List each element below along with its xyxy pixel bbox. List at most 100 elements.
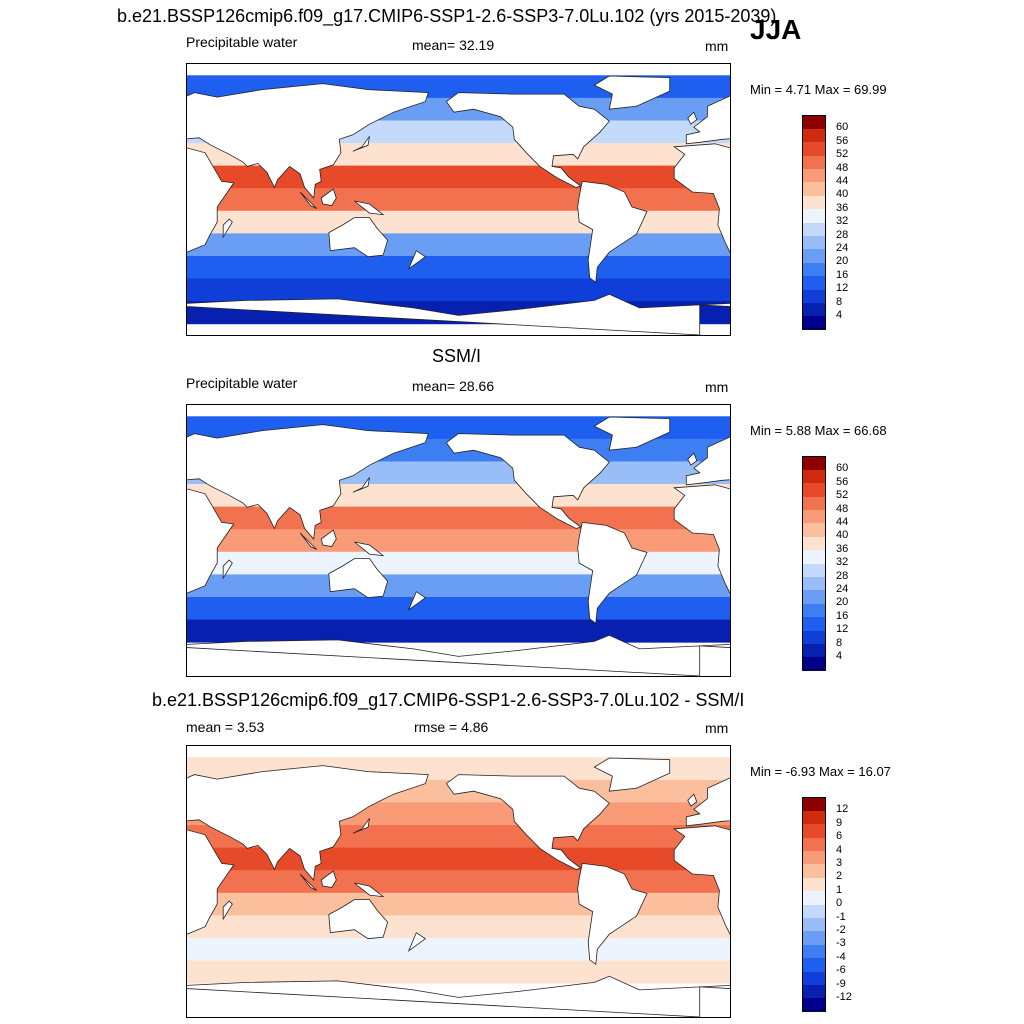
season-label: JJA — [750, 14, 802, 45]
lat-band — [187, 278, 730, 302]
panel1-colorbar: 4 8 12 16 20 24 28 32 36 40 44 48 52 56 60 — [802, 115, 862, 330]
colorbar-tick-label: -1 — [836, 910, 846, 923]
colorbar-tick-label: 16 — [836, 609, 849, 622]
land-outline — [352, 477, 370, 493]
land-outline — [593, 75, 671, 110]
colorbar-swatch — [802, 931, 826, 945]
land-outline — [673, 825, 730, 935]
panel1-left-label: Precipitable water — [186, 34, 298, 50]
lat-band — [187, 596, 730, 621]
colorbar-swatch — [802, 877, 826, 892]
colorbar-tick-label: 12 — [836, 623, 849, 636]
colorbar-tick-label: 40 — [836, 188, 849, 201]
colorbar-swatch — [802, 590, 826, 604]
lat-band — [187, 619, 730, 643]
colorbar-tick-label: 12 — [836, 282, 849, 295]
colorbar-tick-label: 36 — [836, 201, 849, 214]
land-outline — [445, 774, 610, 870]
colorbar-frame — [802, 456, 826, 671]
panel2-units: mm — [705, 379, 729, 395]
lat-band — [187, 210, 730, 234]
land-outline — [354, 200, 385, 216]
land-outline — [699, 643, 730, 648]
colorbar-swatch — [802, 141, 826, 156]
panel3-minmax: Min = -6.93 Max = 16.07 — [750, 764, 891, 779]
colorbar-tick-label: 8 — [836, 636, 843, 649]
colorbar-swatch — [802, 850, 826, 865]
colorbar-swatch — [802, 155, 826, 170]
land-outline — [687, 452, 698, 466]
colorbar-swatch — [802, 168, 826, 183]
land-outline — [354, 882, 385, 898]
land-outline — [222, 900, 233, 921]
panel2-colorbar: 4 8 12 16 20 24 28 32 36 40 44 48 52 56 60 — [802, 456, 862, 671]
colorbar-swatch — [802, 456, 826, 470]
colorbar-tick-label: 56 — [836, 475, 849, 488]
land-outline — [407, 250, 426, 270]
colorbar-tick-label: 48 — [836, 161, 849, 174]
panel3-colorbar: -12 -9 -6 -4 -3 -2 -1 0 1 2 3 4 6 9 12 — [802, 797, 862, 1012]
colorbar-tick-label: 48 — [836, 502, 849, 515]
colorbar-tick-label: -9 — [836, 977, 846, 990]
colorbar-swatch — [802, 837, 826, 852]
land-outline — [445, 433, 610, 529]
panel2-map — [186, 404, 731, 677]
colorbar-swatch — [802, 115, 826, 129]
land-outline — [407, 591, 426, 611]
colorbar-tick-label: 44 — [836, 175, 849, 187]
land-outline — [685, 436, 730, 486]
lat-band — [187, 892, 730, 916]
map-canvas — [187, 75, 730, 335]
land-outline — [577, 180, 648, 284]
colorbar-swatch — [802, 316, 826, 330]
panel3-mean-label: mean = 3.53 — [186, 719, 265, 735]
colorbar-tick-label: -4 — [836, 950, 846, 963]
panel2-left-label: Precipitable water — [186, 375, 298, 391]
land-outline — [187, 975, 701, 1017]
colorbar-swatch — [802, 944, 826, 959]
land-outline — [187, 147, 235, 253]
land-outline — [222, 559, 233, 580]
colorbar-tick-label: 60 — [836, 462, 849, 475]
colorbar-tick-label: 1 — [836, 883, 843, 896]
colorbar-swatch — [802, 971, 826, 986]
panel1-map — [186, 63, 731, 336]
panel1-mean-label: mean= 32.19 — [412, 37, 495, 53]
land-outline — [673, 484, 730, 594]
panel3-map — [186, 745, 731, 1018]
lat-band — [187, 188, 730, 212]
colorbar-tick-label: 4 — [836, 843, 843, 856]
panel1-minmax: Min = 4.71 Max = 69.99 — [750, 82, 887, 97]
colorbar-swatch — [802, 549, 826, 564]
colorbar-swatch — [802, 657, 826, 671]
colorbar-swatch — [802, 890, 826, 905]
land-outline — [685, 777, 730, 827]
colorbar-tick-label: 6 — [836, 830, 843, 843]
colorbar-swatch — [802, 563, 826, 578]
colorbar-tick-label: 2 — [836, 870, 843, 883]
map-canvas — [187, 757, 730, 1017]
colorbar-tick-label: 9 — [836, 816, 843, 829]
lat-band — [187, 870, 730, 894]
colorbar-tick-label: 12 — [836, 803, 849, 816]
colorbar-tick-label: 24 — [836, 242, 849, 254]
colorbar-swatch — [802, 249, 826, 263]
lat-band — [187, 937, 730, 962]
land-outline — [299, 191, 317, 209]
panel3-rmse-label: rmse = 4.86 — [414, 719, 489, 735]
colorbar-swatch — [802, 630, 826, 645]
panel3-units: mm — [705, 720, 729, 736]
land-outline — [673, 143, 730, 253]
colorbar-swatch — [802, 576, 826, 591]
land-outline — [699, 302, 730, 307]
land-outline — [593, 416, 671, 451]
land-outline — [187, 424, 429, 540]
map-canvas — [187, 416, 730, 676]
land-outline — [407, 932, 426, 952]
colorbar-swatch — [802, 262, 826, 277]
colorbar-tick-label: 0 — [836, 897, 843, 910]
colorbar-tick-label: 28 — [836, 569, 849, 582]
colorbar-tick-label: 32 — [836, 215, 849, 228]
colorbar-swatch — [802, 603, 826, 618]
colorbar-swatch — [802, 823, 826, 838]
